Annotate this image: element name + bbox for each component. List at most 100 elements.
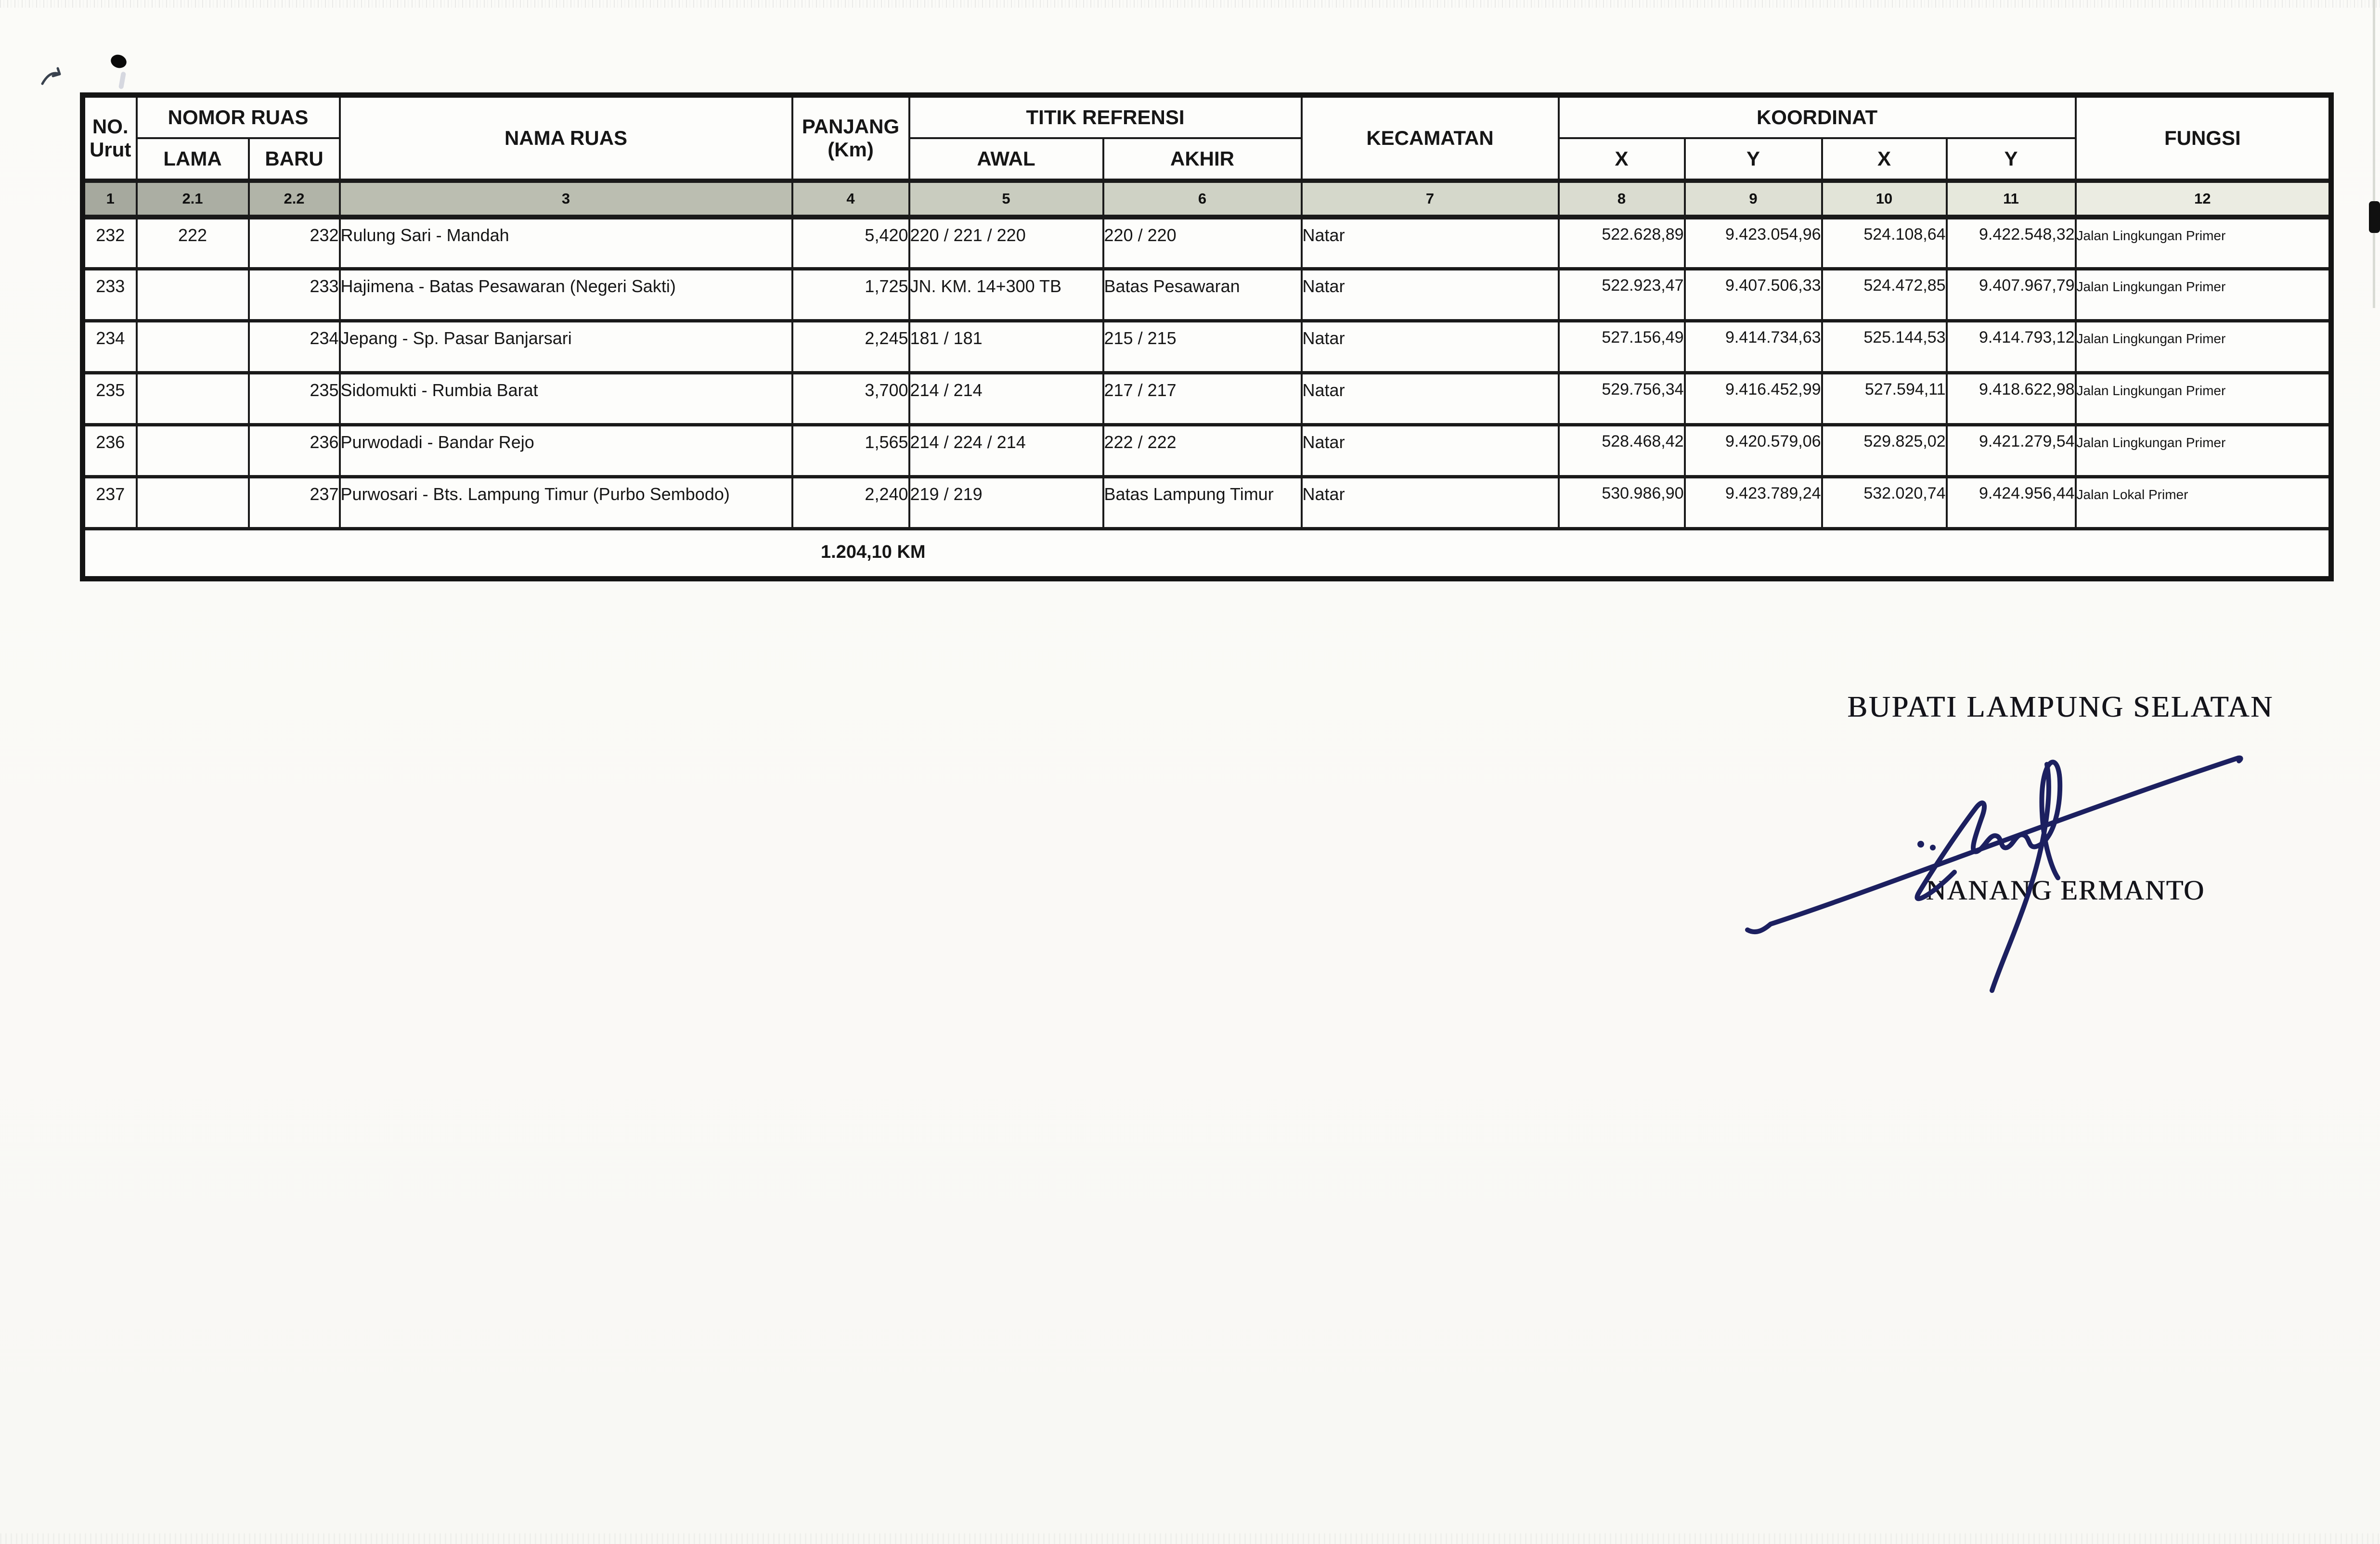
cell-koordinat-y2: 9.422.548,32: [1945, 216, 2077, 270]
cell-panjang: 2,240: [791, 476, 910, 530]
header-no-label: NO.: [92, 115, 129, 138]
cell-kecamatan: Natar: [1300, 268, 1560, 322]
cell-nama-ruas: Purwodadi - Bandar Rejo: [338, 424, 793, 478]
header-awal: AWAL: [908, 137, 1104, 182]
cell-kecamatan: Natar: [1300, 216, 1560, 270]
cell-titik-awal: 220 / 221 / 220: [908, 216, 1104, 270]
cell-titik-awal: 219 / 219: [908, 476, 1104, 530]
cell-koordinat-x2: 525.144,53: [1821, 320, 1948, 374]
col-num: 9: [1683, 179, 1823, 219]
col-num: 5: [908, 179, 1104, 219]
cell-nomor-lama: [135, 476, 250, 530]
cell-nomor-lama: [135, 372, 250, 426]
cell-titik-akhir: Batas Pesawaran: [1102, 268, 1303, 322]
total-row: 1.204,10 KM: [81, 527, 2332, 580]
cell-nomor-baru: 232: [247, 216, 341, 270]
table-row: 234 234 Jepang - Sp. Pasar Banjarsari 2,…: [81, 320, 2332, 374]
header-y1: Y: [1683, 137, 1823, 182]
cell-koordinat-x2: 524.108,64: [1821, 216, 1948, 270]
cell-nomor-lama: 222: [135, 216, 250, 270]
road-register-table: NO. Urut NOMOR RUAS NAMA RUAS PANJANG (K…: [80, 92, 2334, 581]
scan-noise-top: [0, 0, 2380, 8]
header-x2: X: [1821, 137, 1948, 182]
header-panjang: PANJANG (Km): [791, 94, 910, 182]
col-num: 1: [81, 179, 138, 219]
header-x1: X: [1557, 137, 1686, 182]
cell-panjang: 2,245: [791, 320, 910, 374]
ink-smear-artifact: [118, 71, 127, 90]
cell-koordinat-x1: 530.986,90: [1557, 476, 1686, 530]
cell-fungsi: Jalan Lingkungan Primer: [2074, 268, 2332, 322]
cell-koordinat-x2: 524.472,85: [1821, 268, 1948, 322]
header-panjang-label: PANJANG: [802, 115, 900, 138]
signature-title: BUPATI LAMPUNG SELATAN: [1847, 691, 2274, 723]
cell-koordinat-y2: 9.414.793,12: [1945, 320, 2077, 374]
cell-koordinat-y2: 9.407.967,79: [1945, 268, 2077, 322]
pen-tick-artifact: [41, 67, 61, 85]
cell-koordinat-y2: 9.421.279,54: [1945, 424, 2077, 478]
cell-kecamatan: Natar: [1300, 424, 1560, 478]
cell-nama-ruas: Hajimena - Batas Pesawaran (Negeri Sakti…: [338, 268, 793, 322]
cell-koordinat-y1: 9.420.579,06: [1683, 424, 1823, 478]
col-num: 7: [1300, 179, 1560, 219]
cell-nomor-lama: [135, 320, 250, 374]
header-akhir: AKHIR: [1102, 137, 1303, 182]
cell-koordinat-y1: 9.407.506,33: [1683, 268, 1823, 322]
cell-koordinat-x2: 529.825,02: [1821, 424, 1948, 478]
cell-fungsi: Jalan Lokal Primer: [2074, 476, 2332, 530]
cell-nama-ruas: Sidomukti - Rumbia Barat: [338, 372, 793, 426]
table-row: 237 237 Purwosari - Bts. Lampung Timur (…: [81, 476, 2332, 530]
cell-nomor-baru: 237: [247, 476, 341, 530]
header-nomor-ruas: NOMOR RUAS: [135, 94, 341, 139]
cell-koordinat-x1: 528.468,42: [1557, 424, 1686, 478]
header-baru: BARU: [247, 137, 341, 182]
cell-panjang: 1,565: [791, 424, 910, 478]
cell-nama-ruas: Purwosari - Bts. Lampung Timur (Purbo Se…: [338, 476, 793, 530]
cell-panjang: 1,725: [791, 268, 910, 322]
header-km-label: (Km): [828, 138, 874, 161]
cell-no-urut: 233: [81, 268, 138, 322]
scan-noise-bottom: [0, 1533, 2380, 1544]
cell-no-urut: 234: [81, 320, 138, 374]
column-number-row: 1 2.1 2.2 3 4 5 6 7 8 9 10 11 12: [81, 179, 2332, 219]
cell-nomor-baru: 235: [247, 372, 341, 426]
cell-koordinat-x1: 527.156,49: [1557, 320, 1686, 374]
header-row-sub: LAMA BARU AWAL AKHIR X Y X Y: [83, 137, 2331, 182]
cell-koordinat-y1: 9.423.789,24: [1683, 476, 1823, 530]
col-num: 3: [338, 179, 793, 219]
cell-koordinat-x2: 532.020,74: [1821, 476, 1948, 530]
cell-koordinat-x1: 522.628,89: [1557, 216, 1686, 270]
cell-koordinat-x1: 529.756,34: [1557, 372, 1686, 426]
scan-edge-line: [2373, 0, 2375, 308]
header-koordinat: KOORDINAT: [1557, 94, 2077, 139]
cell-titik-awal: 181 / 181: [908, 320, 1104, 374]
table-row: 235 235 Sidomukti - Rumbia Barat 3,700 2…: [81, 372, 2332, 426]
cell-fungsi: Jalan Lingkungan Primer: [2074, 320, 2332, 374]
total-length-value: 1.204,10 KM: [81, 527, 2332, 580]
table-row: 233 233 Hajimena - Batas Pesawaran (Nege…: [81, 268, 2332, 322]
col-num: 2.2: [247, 179, 341, 219]
cell-no-urut: 236: [81, 424, 138, 478]
cell-koordinat-y1: 9.414.734,63: [1683, 320, 1823, 374]
col-num: 10: [1821, 179, 1948, 219]
header-lama: LAMA: [135, 137, 250, 182]
cell-koordinat-y1: 9.423.054,96: [1683, 216, 1823, 270]
cell-koordinat-x1: 522.923,47: [1557, 268, 1686, 322]
header-nama-ruas: NAMA RUAS: [338, 94, 793, 182]
cell-panjang: 3,700: [791, 372, 910, 426]
col-num: 4: [791, 179, 910, 219]
header-no-urut: NO. Urut: [81, 94, 138, 182]
table-row: 236 236 Purwodadi - Bandar Rejo 1,565 21…: [81, 424, 2332, 478]
cell-kecamatan: Natar: [1300, 476, 1560, 530]
table-row: 232 222 232 Rulung Sari - Mandah 5,420 2…: [81, 216, 2332, 270]
cell-fungsi: Jalan Lingkungan Primer: [2074, 424, 2332, 478]
ink-dot-artifact: [109, 52, 129, 70]
col-num: 8: [1557, 179, 1686, 219]
cell-nama-ruas: Jepang - Sp. Pasar Banjarsari: [338, 320, 793, 374]
cell-nomor-lama: [135, 268, 250, 322]
col-num: 2.1: [135, 179, 250, 219]
header-y2: Y: [1945, 137, 2077, 182]
header-fungsi: FUNGSI: [2074, 94, 2332, 182]
cell-koordinat-y2: 9.424.956,44: [1945, 476, 2077, 530]
